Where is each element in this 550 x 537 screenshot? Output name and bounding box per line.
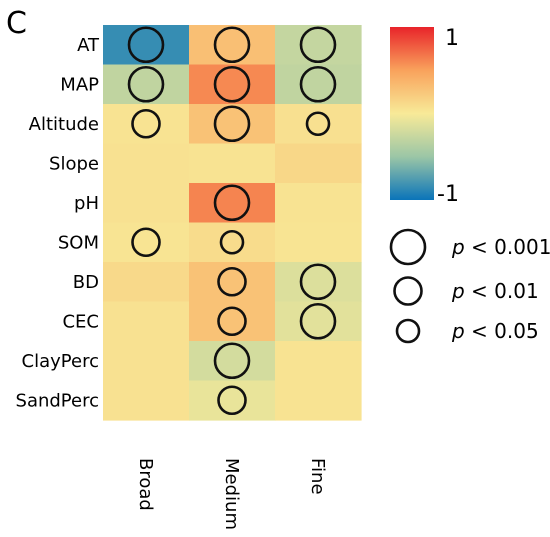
significance-circle <box>219 229 245 255</box>
significance-circle <box>299 302 337 340</box>
heatmap-cell <box>275 262 362 303</box>
heatmap-cell <box>275 25 362 66</box>
row-labels: AT MAP Altitude Slope pH SOM BD CEC ClayPerc Sand… <box>16 35 100 412</box>
significance-circles <box>127 26 337 416</box>
significance-circle <box>213 105 251 143</box>
column-label: Fine <box>307 458 328 495</box>
significance-circle <box>213 65 251 103</box>
significance-circle <box>213 184 251 222</box>
heatmap-cell <box>103 183 190 224</box>
colorbar-max-label: 1 <box>445 26 459 51</box>
significance-circle <box>213 342 251 380</box>
significance-circle <box>217 306 247 337</box>
heatmap-cell <box>103 64 190 105</box>
legend-circle <box>395 318 421 344</box>
heatmap-cell <box>275 380 362 421</box>
column-label: Broad <box>135 458 156 511</box>
row-label: pH <box>74 193 99 214</box>
heatmap-cell <box>189 104 276 145</box>
heatmap-cell <box>189 222 276 263</box>
row-label: AT <box>77 35 100 56</box>
legend-label: p < 0.05 <box>451 319 539 343</box>
significance-circle <box>131 108 161 139</box>
significance-circle <box>127 26 165 64</box>
row-label: SOM <box>58 232 99 253</box>
significance-circle <box>127 65 165 103</box>
significance-circle <box>217 266 247 297</box>
heatmap-cell <box>103 262 190 303</box>
row-label: MAP <box>60 74 99 95</box>
heatmap-cell <box>103 341 190 382</box>
heatmap-cell <box>103 380 190 421</box>
panel-label: C <box>6 6 27 41</box>
heatmap-cells <box>103 25 362 421</box>
row-label: BD <box>73 272 99 293</box>
heatmap-cell <box>189 25 276 66</box>
heatmap-cell <box>275 222 362 263</box>
row-label: ClayPerc <box>22 351 99 372</box>
heatmap-cell <box>275 183 362 224</box>
row-label: SandPerc <box>16 390 99 411</box>
legend-label: p < 0.01 <box>451 279 539 303</box>
significance-circle <box>213 26 251 64</box>
heatmap-cell <box>189 143 276 184</box>
heatmap-cell <box>103 301 190 342</box>
legend-label: p < 0.001 <box>451 235 550 259</box>
significance-legend: p < 0.001 p < 0.01 p < 0.05 <box>389 228 550 344</box>
legend-circle <box>389 228 427 266</box>
row-label: Slope <box>49 153 99 174</box>
legend-circle <box>393 276 423 306</box>
heatmap-cell <box>189 64 276 105</box>
significance-circle <box>131 227 161 258</box>
heatmap-cell <box>189 183 276 224</box>
colorbar <box>390 27 434 200</box>
row-label: CEC <box>62 311 99 332</box>
column-labels: Broad Medium Fine <box>135 458 328 530</box>
colorbar-min-label: -1 <box>437 182 459 207</box>
significance-circle <box>217 385 247 416</box>
significance-circle <box>299 263 337 301</box>
heatmap-cell <box>275 143 362 184</box>
significance-circle <box>299 65 337 103</box>
heatmap-cell <box>275 64 362 105</box>
heatmap-cell <box>103 143 190 184</box>
significance-circle <box>299 26 337 64</box>
heatmap-cell <box>275 341 362 382</box>
heatmap-cell <box>275 301 362 342</box>
heatmap-cell <box>275 104 362 145</box>
significance-circle <box>305 111 331 137</box>
column-label: Medium <box>221 458 242 530</box>
row-label: Altitude <box>29 114 99 135</box>
heatmap-cell <box>103 25 190 66</box>
heatmap-cell <box>189 341 276 382</box>
